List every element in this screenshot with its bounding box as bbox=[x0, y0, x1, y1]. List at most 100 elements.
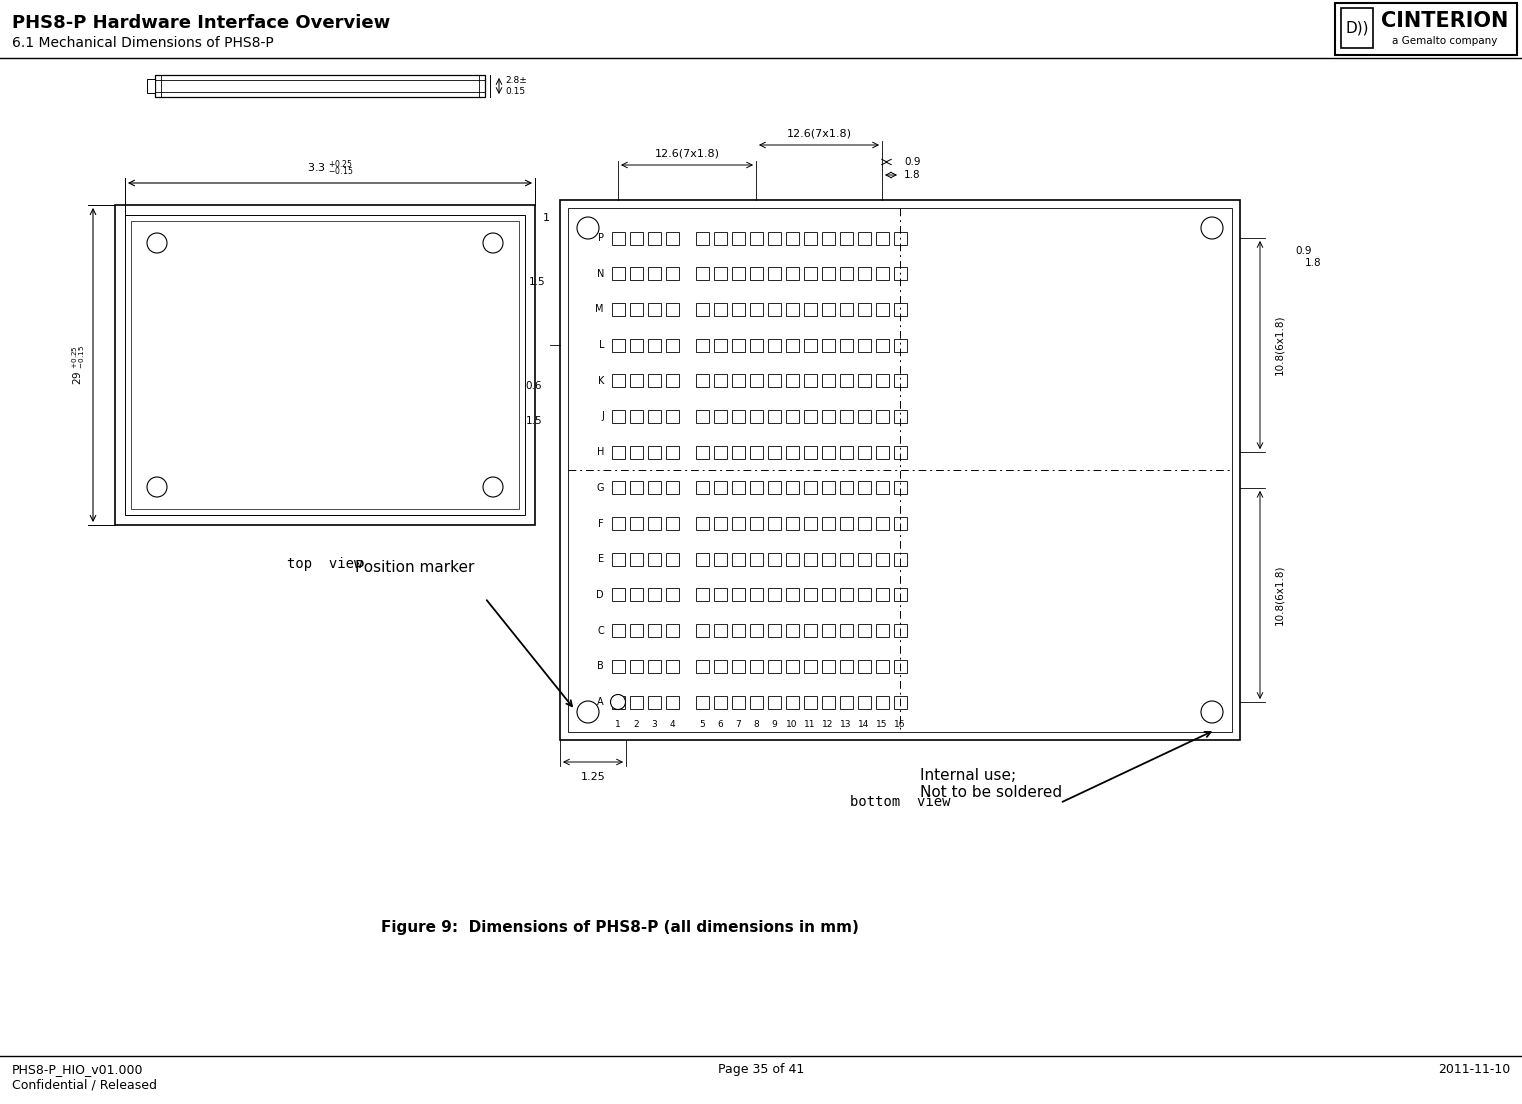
Text: 1: 1 bbox=[615, 720, 621, 729]
Text: CINTERION: CINTERION bbox=[1382, 11, 1508, 31]
Bar bbox=[630, 446, 642, 458]
Text: P: P bbox=[598, 233, 604, 243]
Bar bbox=[1341, 8, 1373, 47]
Text: 10: 10 bbox=[787, 720, 798, 729]
Bar bbox=[840, 374, 852, 388]
Bar bbox=[732, 339, 744, 351]
Text: 15: 15 bbox=[877, 720, 887, 729]
Bar bbox=[630, 696, 642, 709]
Bar bbox=[822, 517, 834, 530]
Bar bbox=[732, 588, 744, 602]
Bar bbox=[665, 302, 679, 316]
Bar bbox=[875, 374, 889, 388]
Bar bbox=[714, 553, 726, 565]
Bar bbox=[732, 624, 744, 637]
Text: 9: 9 bbox=[772, 720, 776, 729]
Bar bbox=[696, 517, 709, 530]
Bar bbox=[612, 374, 624, 388]
Bar bbox=[822, 696, 834, 709]
Bar bbox=[612, 339, 624, 351]
Bar bbox=[749, 624, 763, 637]
Bar bbox=[822, 553, 834, 565]
Bar bbox=[714, 624, 726, 637]
Bar bbox=[767, 410, 781, 423]
Bar bbox=[893, 696, 907, 709]
Bar bbox=[665, 481, 679, 495]
Bar bbox=[732, 660, 744, 672]
Text: 12.6(7x1.8): 12.6(7x1.8) bbox=[787, 129, 851, 139]
Text: 4: 4 bbox=[670, 720, 674, 729]
Text: 7: 7 bbox=[735, 720, 741, 729]
Text: 2.8±
0.15: 2.8± 0.15 bbox=[505, 76, 527, 96]
Bar bbox=[893, 553, 907, 565]
Bar bbox=[732, 446, 744, 458]
Bar bbox=[647, 232, 661, 244]
Text: N: N bbox=[597, 268, 604, 278]
Bar bbox=[630, 481, 642, 495]
Bar bbox=[560, 200, 1240, 740]
Bar bbox=[714, 517, 726, 530]
Bar bbox=[630, 302, 642, 316]
Bar bbox=[714, 302, 726, 316]
Bar bbox=[857, 374, 871, 388]
Bar bbox=[840, 446, 852, 458]
Text: 29 $^{+0.25}_{-0.15}$: 29 $^{+0.25}_{-0.15}$ bbox=[70, 344, 87, 385]
Bar bbox=[665, 267, 679, 280]
Text: 1.25: 1.25 bbox=[580, 772, 606, 782]
Bar bbox=[714, 232, 726, 244]
Bar bbox=[804, 624, 816, 637]
Bar bbox=[732, 302, 744, 316]
Bar bbox=[732, 232, 744, 244]
Bar bbox=[665, 517, 679, 530]
Text: 12.6(7x1.8): 12.6(7x1.8) bbox=[654, 149, 720, 159]
Bar bbox=[767, 267, 781, 280]
Bar bbox=[875, 410, 889, 423]
Bar bbox=[612, 588, 624, 602]
Bar bbox=[893, 374, 907, 388]
Bar bbox=[804, 588, 816, 602]
Bar bbox=[630, 410, 642, 423]
Bar bbox=[822, 267, 834, 280]
Bar bbox=[647, 660, 661, 672]
Bar bbox=[785, 553, 799, 565]
Bar bbox=[893, 302, 907, 316]
Bar bbox=[647, 696, 661, 709]
Bar bbox=[857, 588, 871, 602]
Bar bbox=[857, 302, 871, 316]
Text: 14: 14 bbox=[858, 720, 869, 729]
Bar bbox=[875, 232, 889, 244]
Bar bbox=[822, 588, 834, 602]
Bar bbox=[696, 696, 709, 709]
Bar bbox=[714, 696, 726, 709]
Bar bbox=[893, 232, 907, 244]
Bar bbox=[804, 267, 816, 280]
Bar bbox=[714, 410, 726, 423]
Bar bbox=[767, 517, 781, 530]
Bar bbox=[732, 553, 744, 565]
Text: 2011-11-10: 2011-11-10 bbox=[1438, 1063, 1510, 1076]
Bar bbox=[131, 221, 519, 509]
Text: E: E bbox=[598, 554, 604, 564]
Text: 1: 1 bbox=[543, 213, 549, 223]
Bar bbox=[612, 553, 624, 565]
Bar bbox=[630, 660, 642, 672]
Bar bbox=[612, 481, 624, 495]
Bar bbox=[767, 481, 781, 495]
Text: 0.9: 0.9 bbox=[1295, 246, 1312, 256]
Bar bbox=[696, 232, 709, 244]
Bar bbox=[714, 267, 726, 280]
Bar bbox=[612, 517, 624, 530]
Bar bbox=[804, 374, 816, 388]
Bar bbox=[612, 446, 624, 458]
Bar bbox=[822, 302, 834, 316]
Bar bbox=[840, 339, 852, 351]
Bar bbox=[665, 339, 679, 351]
Text: 1.8: 1.8 bbox=[1304, 258, 1321, 268]
Bar bbox=[696, 660, 709, 672]
Text: 6: 6 bbox=[717, 720, 723, 729]
Bar bbox=[612, 232, 624, 244]
Text: 2: 2 bbox=[633, 720, 639, 729]
Bar bbox=[804, 481, 816, 495]
Bar bbox=[804, 517, 816, 530]
Text: bottom  view: bottom view bbox=[849, 795, 950, 809]
